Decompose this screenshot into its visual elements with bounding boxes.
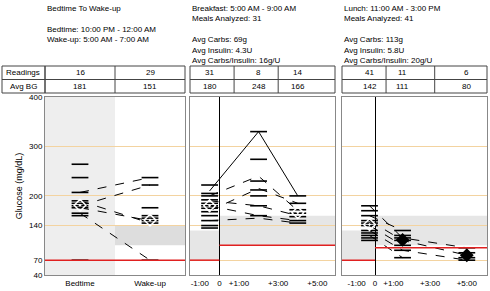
svg-text:40: 40: [33, 271, 42, 280]
svg-text:0: 0: [217, 279, 222, 288]
svg-text:70: 70: [33, 256, 42, 265]
svg-text:Avg Insulin: 5.8U: Avg Insulin: 5.8U: [344, 46, 405, 55]
svg-text:29: 29: [146, 68, 155, 77]
svg-text:6: 6: [464, 68, 469, 77]
svg-text:Bedtime To Wake-up: Bedtime To Wake-up: [47, 4, 121, 13]
svg-text:Avg Carbs: 69g: Avg Carbs: 69g: [192, 35, 247, 44]
svg-text:0: 0: [373, 279, 378, 288]
svg-text:Lunch: 11:00 AM - 3:00 PM: Lunch: 11:00 AM - 3:00 PM: [344, 4, 441, 13]
svg-text:14: 14: [293, 68, 302, 77]
svg-text:140: 140: [29, 221, 43, 230]
svg-text:8: 8: [256, 68, 261, 77]
svg-text:+3:00: +3:00: [420, 279, 441, 288]
svg-text:Bedtime: 10:00 PM - 12:00 AM: Bedtime: 10:00 PM - 12:00 AM: [47, 25, 156, 34]
svg-text:+5:00: +5:00: [307, 279, 328, 288]
svg-text:Avg Carbs/Insulin: 16g/U: Avg Carbs/Insulin: 16g/U: [192, 56, 281, 65]
svg-text:Meals Analyzed: 41: Meals Analyzed: 41: [344, 14, 414, 23]
svg-text:142: 142: [363, 82, 377, 91]
svg-text:-1:00: -1:00: [348, 279, 367, 288]
svg-text:+3:00: +3:00: [268, 279, 289, 288]
svg-text:400: 400: [29, 93, 43, 102]
svg-text:200: 200: [29, 192, 43, 201]
svg-text:16: 16: [76, 68, 85, 77]
svg-text:41: 41: [365, 68, 374, 77]
svg-text:181: 181: [73, 82, 87, 91]
svg-text:166: 166: [291, 82, 305, 91]
svg-text:+1:00: +1:00: [383, 279, 404, 288]
svg-text:180: 180: [203, 82, 217, 91]
svg-text:31: 31: [205, 68, 214, 77]
svg-text:Readings: Readings: [6, 68, 40, 77]
svg-text:+1:00: +1:00: [229, 279, 250, 288]
svg-text:Avg Carbs: 113g: Avg Carbs: 113g: [344, 35, 403, 44]
svg-text:248: 248: [252, 82, 266, 91]
svg-text:-1:00: -1:00: [191, 279, 210, 288]
svg-text:Breakfast: 5:00 AM - 9:00 AM: Breakfast: 5:00 AM - 9:00 AM: [192, 4, 296, 13]
svg-text:Wake-up: 5:00 AM - 7:00 AM: Wake-up: 5:00 AM - 7:00 AM: [47, 35, 149, 44]
svg-text:Glucose (mg/dL): Glucose (mg/dL): [14, 153, 24, 220]
svg-text:151: 151: [143, 82, 157, 91]
svg-text:80: 80: [462, 82, 471, 91]
svg-text:Avg Carbs/Insulin: 20g/U: Avg Carbs/Insulin: 20g/U: [344, 56, 433, 65]
svg-text:Bedtime: Bedtime: [65, 279, 95, 288]
svg-text:+5:00: +5:00: [457, 279, 478, 288]
svg-text:300: 300: [29, 142, 43, 151]
svg-text:111: 111: [396, 82, 409, 91]
svg-text:Avg BG: Avg BG: [10, 82, 37, 91]
svg-text:11: 11: [398, 68, 407, 77]
svg-text:Meals Analyzed: 31: Meals Analyzed: 31: [192, 14, 262, 23]
svg-text:Wake-up: Wake-up: [134, 279, 166, 288]
svg-text:Avg Insulin: 4.3U: Avg Insulin: 4.3U: [192, 46, 253, 55]
